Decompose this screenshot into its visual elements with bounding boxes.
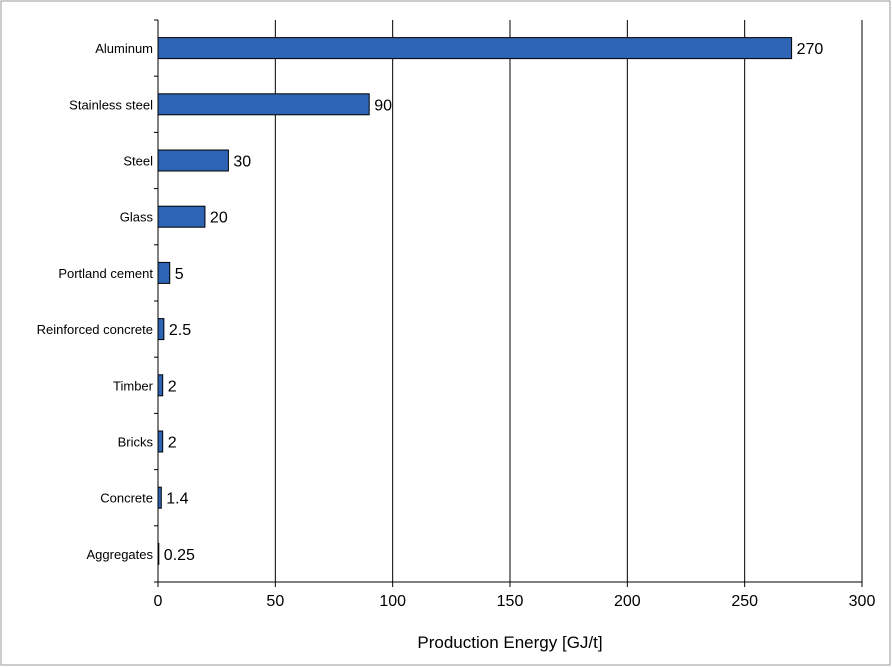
bar-2: [158, 150, 228, 171]
category-label-1: Stainless steel: [69, 97, 153, 112]
category-label-6: Timber: [113, 378, 154, 393]
data-label-1: 90: [374, 97, 392, 114]
bar-0: [158, 38, 792, 59]
bar-7: [158, 431, 163, 452]
data-label-0: 270: [797, 41, 824, 58]
x-tick-label-4: 200: [614, 593, 641, 610]
category-label-3: Glass: [120, 210, 154, 225]
data-label-5: 2.5: [169, 322, 191, 339]
bar-3: [158, 206, 205, 227]
data-label-2: 30: [233, 154, 251, 171]
x-axis-label: Production Energy [GJ/t]: [417, 633, 602, 652]
x-tick-label-1: 50: [266, 593, 284, 610]
x-tick-label-6: 300: [849, 593, 876, 610]
category-label-2: Steel: [123, 154, 153, 169]
data-label-3: 20: [210, 210, 228, 227]
data-label-9: 0.25: [164, 547, 195, 564]
bar-4: [158, 262, 170, 283]
bar-6: [158, 375, 163, 396]
x-tick-label-3: 150: [497, 593, 524, 610]
category-label-4: Portland cement: [58, 266, 153, 281]
data-label-7: 2: [168, 435, 177, 452]
category-label-0: Aluminum: [95, 41, 153, 56]
category-label-7: Bricks: [118, 435, 154, 450]
x-tick-label-5: 250: [731, 593, 758, 610]
x-tick-label-0: 0: [154, 593, 163, 610]
data-label-6: 2: [168, 378, 177, 395]
category-label-5: Reinforced concrete: [37, 322, 153, 337]
bar-5: [158, 319, 164, 340]
data-label-4: 5: [175, 266, 184, 283]
category-label-8: Concrete: [100, 491, 153, 506]
bar-1: [158, 94, 369, 115]
category-label-9: Aggregates: [87, 547, 154, 562]
data-label-8: 1.4: [166, 491, 188, 508]
x-tick-label-2: 100: [379, 593, 406, 610]
